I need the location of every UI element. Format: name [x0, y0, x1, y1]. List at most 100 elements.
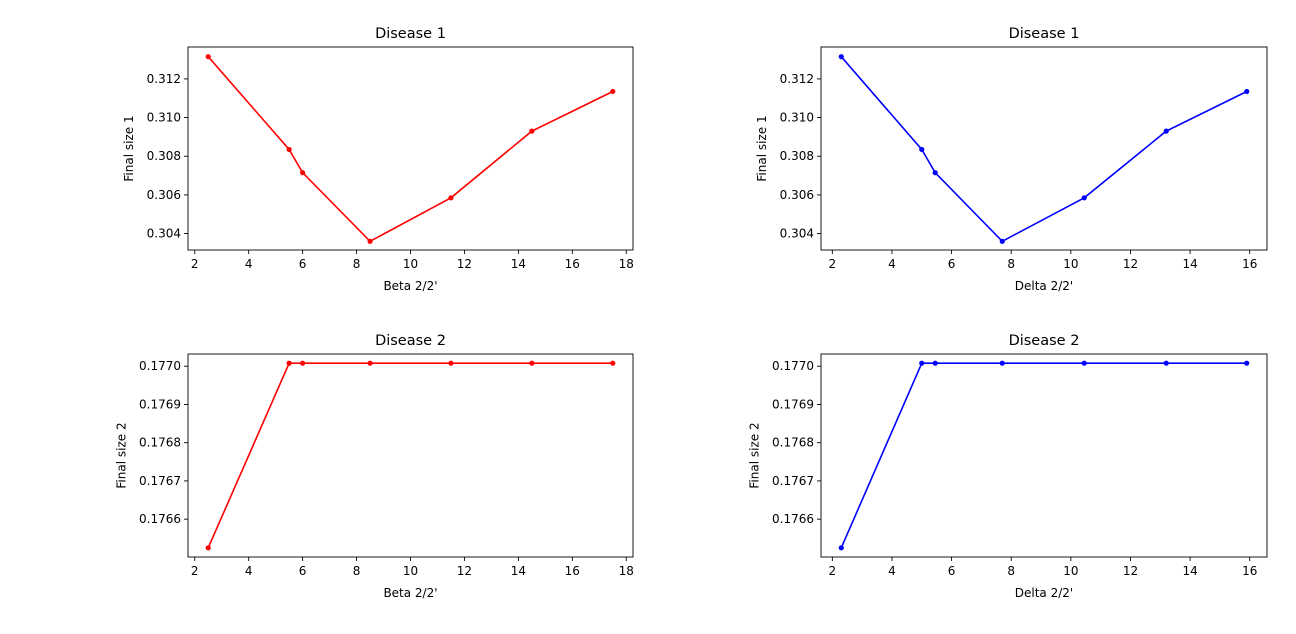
- x-tick-label: 10: [403, 564, 418, 578]
- y-tick-label: 0.1770: [772, 359, 814, 373]
- axes-frame: [187, 353, 634, 558]
- y-tick-label: 0.306: [780, 188, 814, 202]
- y-axis-label: Final size 2: [114, 422, 128, 488]
- y-tick-label: 0.1768: [139, 436, 181, 450]
- data-point: [932, 170, 938, 176]
- x-tick-label: 2: [829, 564, 837, 578]
- y-tick-label: 0.1766: [139, 512, 181, 526]
- data-point: [932, 360, 938, 366]
- data-point: [1081, 195, 1087, 201]
- axes-frame: [187, 46, 634, 251]
- x-tick-label: 8: [353, 257, 361, 271]
- data-point: [999, 360, 1005, 366]
- x-tick-label: 16: [1242, 257, 1257, 271]
- y-tick-label: 0.312: [780, 72, 814, 86]
- x-tick-label: 2: [191, 564, 199, 578]
- x-tick-label: 10: [1063, 564, 1078, 578]
- chart-title: Disease 1: [1009, 26, 1080, 42]
- x-tick-label: 8: [353, 564, 361, 578]
- data-point: [1163, 360, 1169, 366]
- x-axis-label: Beta 2/2': [383, 279, 437, 293]
- x-tick-label: 6: [299, 564, 307, 578]
- x-tick-label: 8: [1007, 257, 1015, 271]
- data-point: [367, 360, 373, 366]
- x-tick-label: 14: [1182, 564, 1197, 578]
- y-axis-label: Final size 1: [755, 115, 769, 181]
- data-point: [838, 54, 844, 60]
- x-tick-label: 18: [619, 257, 634, 271]
- x-tick-label: 8: [1007, 564, 1015, 578]
- x-tick-label: 2: [191, 257, 199, 271]
- data-point: [610, 360, 616, 366]
- data-point: [448, 195, 454, 201]
- x-tick-label: 18: [619, 564, 634, 578]
- x-tick-label: 4: [888, 564, 896, 578]
- data-point: [999, 238, 1005, 244]
- x-tick-label: 12: [457, 564, 472, 578]
- x-tick-label: 14: [511, 564, 526, 578]
- data-point: [529, 128, 535, 134]
- x-tick-label: 16: [565, 564, 580, 578]
- chart-title: Disease 2: [375, 333, 446, 349]
- x-tick-label: 12: [1123, 257, 1138, 271]
- x-tick-label: 16: [1242, 564, 1257, 578]
- y-tick-label: 0.310: [147, 111, 181, 125]
- y-axis-label: Final size 2: [747, 422, 761, 488]
- y-tick-label: 0.312: [147, 72, 181, 86]
- x-tick-label: 12: [457, 257, 472, 271]
- data-point: [610, 88, 616, 95]
- x-tick-label: 10: [1063, 257, 1078, 271]
- y-tick-label: 0.310: [780, 111, 814, 125]
- data-point: [919, 146, 925, 153]
- chart-2: 2 4 6 8 10 12 14 16 0.304 0.306 0.308 0.310 0.312 Dis…: [755, 26, 1268, 293]
- y-tick-label: 0.308: [147, 149, 181, 163]
- y-tick-label: 0.1766: [772, 512, 814, 526]
- y-tick-label: 0.304: [147, 227, 181, 241]
- data-point: [205, 545, 211, 551]
- chart-3: 2 4 6 8 10 12 14 16 18 0.1766 0.1767 0.1768 0.1769 0.…: [114, 333, 633, 600]
- data-point: [1244, 360, 1250, 366]
- data-point: [919, 360, 925, 366]
- y-tick-label: 0.1767: [772, 474, 814, 488]
- data-point: [1163, 128, 1169, 134]
- x-tick-label: 12: [1123, 564, 1138, 578]
- data-point: [286, 146, 292, 153]
- data-point: [1081, 360, 1087, 366]
- chart-1: 2 4 6 8 10 12 14 16 18 0.304 0.306 0.308 0.310 0.312 D…: [122, 26, 634, 293]
- x-tick-label: 6: [948, 257, 956, 271]
- x-tick-label: 2: [829, 257, 837, 271]
- chart-title: Disease 1: [375, 26, 446, 42]
- y-tick-label: 0.1768: [772, 436, 814, 450]
- x-tick-label: 14: [1182, 257, 1197, 271]
- charts-container: 2 4 6 8 10 12 14 16 18 0.304 0.306 0.308 0.310 0.312 D…: [114, 26, 1268, 600]
- x-tick-label: 4: [245, 257, 253, 271]
- data-point: [1244, 88, 1250, 95]
- y-tick-label: 0.1770: [139, 359, 181, 373]
- data-point: [286, 360, 292, 366]
- x-axis-label: Delta 2/2': [1015, 586, 1073, 600]
- y-tick-label: 0.1767: [139, 474, 181, 488]
- y-tick-label: 0.304: [780, 227, 814, 241]
- axes-frame: [820, 46, 1268, 251]
- data-point: [300, 360, 306, 366]
- x-tick-label: 4: [245, 564, 253, 578]
- data-point: [529, 360, 535, 366]
- x-tick-label: 6: [948, 564, 956, 578]
- y-tick-label: 0.1769: [772, 397, 814, 411]
- x-tick-label: 16: [565, 257, 580, 271]
- axes-frame: [820, 353, 1268, 558]
- x-axis-label: Beta 2/2': [383, 586, 437, 600]
- chart-4: 2 4 6 8 10 12 14 16 0.1766 0.1767 0.1768 0.1769 0.17…: [747, 333, 1268, 600]
- data-point: [838, 545, 844, 551]
- x-tick-label: 14: [511, 257, 526, 271]
- x-tick-label: 4: [888, 257, 896, 271]
- y-tick-label: 0.306: [147, 188, 181, 202]
- data-point: [448, 360, 454, 366]
- y-tick-label: 0.308: [780, 149, 814, 163]
- x-axis-label: Delta 2/2': [1015, 279, 1073, 293]
- y-tick-label: 0.1769: [139, 397, 181, 411]
- x-tick-label: 6: [299, 257, 307, 271]
- y-axis-label: Final size 1: [122, 115, 136, 181]
